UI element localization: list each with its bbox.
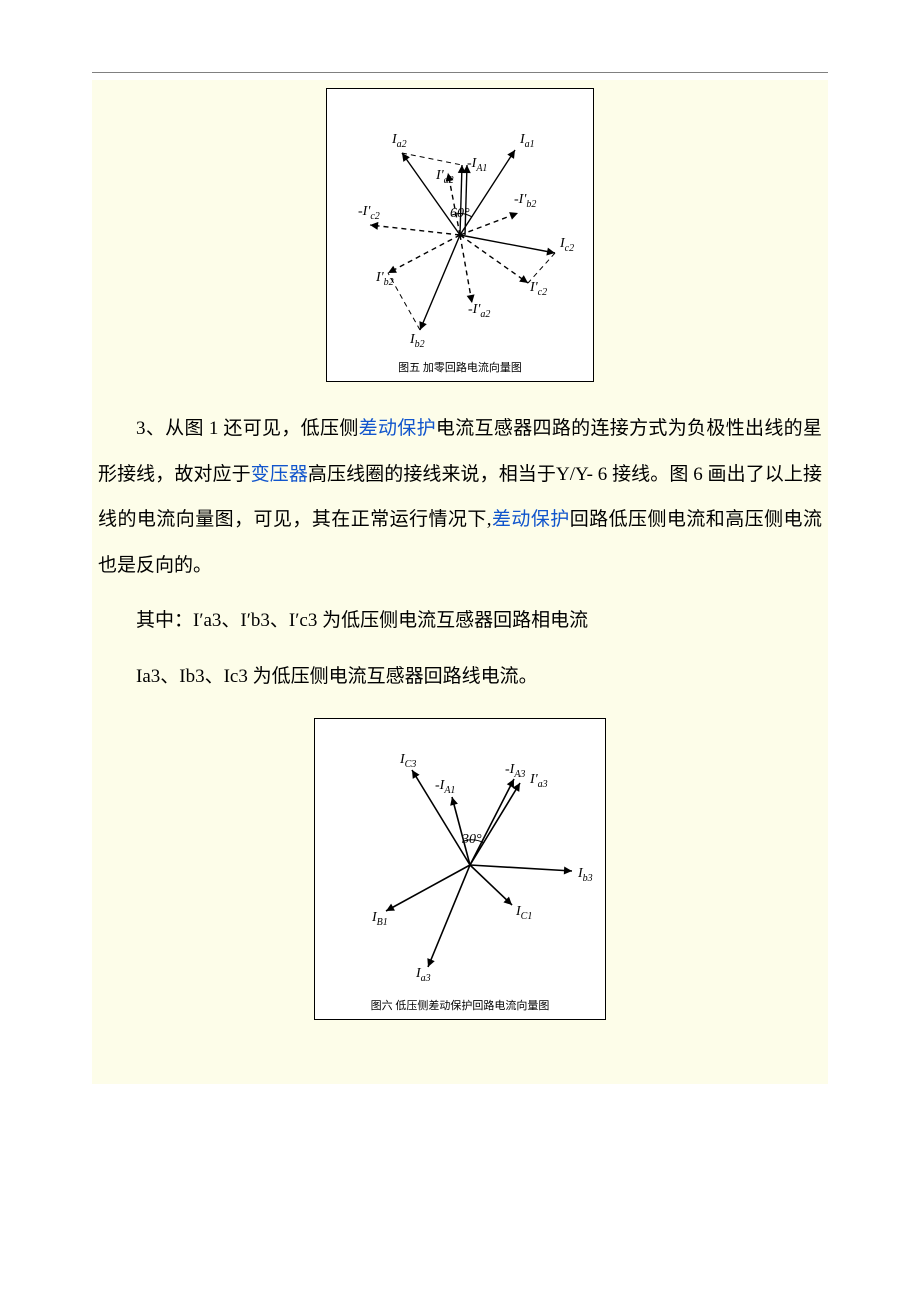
svg-text:Ia1: Ia1 <box>519 132 535 150</box>
figure-6-box: IC3 -IA1 -IA3I'a3 Ib3 IC1 Ia3 IB1 30° 图六 低压侧差动保… <box>314 718 606 1020</box>
figure-5-wrap: Ia1Ia2-IA1Ib2Ic2I'a2-I'b2-I'c2I'b2I'c2-I… <box>92 80 828 406</box>
page-top-rule <box>92 72 828 73</box>
svg-text:IC1: IC1 <box>515 904 532 922</box>
paragraph-line-currents: Ia3、Ib3、Ic3 为低压侧电流互感器回路线电流。 <box>92 654 828 700</box>
paragraph-phase-currents: 其中：I′a3、I′b3、I′c3 为低压侧电流互感器回路相电流 <box>92 598 828 644</box>
svg-text:IB1: IB1 <box>371 910 388 928</box>
link-transformer[interactable]: 变压器 <box>251 464 308 485</box>
svg-text:Ia2: Ia2 <box>391 132 407 150</box>
figure-6-caption: 图六 低压侧差动保护回路电流向量图 <box>371 997 550 1013</box>
document-content: Ia1Ia2-IA1Ib2Ic2I'a2-I'b2-I'c2I'b2I'c2-I… <box>92 80 828 1084</box>
figure-6-wrap: IC3 -IA1 -IA3I'a3 Ib3 IC1 Ia3 IB1 30° 图六 低压侧差动保… <box>92 710 828 1044</box>
svg-text:-IA3: -IA3 <box>505 762 525 780</box>
figure-5-vector-diagram: Ia1Ia2-IA1Ib2Ic2I'a2-I'b2-I'c2I'b2I'c2-I… <box>332 95 588 355</box>
svg-text:IC3: IC3 <box>399 752 416 770</box>
svg-text:Ic2: Ic2 <box>559 236 574 254</box>
svg-text:Ib2: Ib2 <box>409 332 425 350</box>
figure-6-vector-diagram: IC3 -IA1 -IA3I'a3 Ib3 IC1 Ia3 IB1 30° <box>320 725 600 993</box>
figure-5-caption: 图五 加零回路电流向量图 <box>398 359 522 375</box>
svg-text:-I'b2: -I'b2 <box>514 192 536 210</box>
svg-text:I'a2: I'a2 <box>435 168 454 186</box>
svg-text:I'a3: I'a3 <box>529 772 548 790</box>
svg-text:-I'c2: -I'c2 <box>358 204 380 222</box>
paragraph-3: 3、从图 1 还可见，低压侧差动保护电流互感器四路的连接方式为负极性出线的星形接… <box>92 406 828 588</box>
para1-text-a: 3、从图 1 还可见，低压侧 <box>136 418 359 439</box>
svg-text:60°: 60° <box>450 206 470 221</box>
svg-text:-IA1: -IA1 <box>435 778 455 796</box>
link-differential-protection-1[interactable]: 差动保护 <box>359 418 436 439</box>
svg-text:-I'a2: -I'a2 <box>468 302 490 320</box>
link-differential-protection-2[interactable]: 差动保护 <box>492 509 570 530</box>
svg-text:-IA1: -IA1 <box>467 156 487 174</box>
svg-text:Ia3: Ia3 <box>415 966 431 984</box>
figure-5-box: Ia1Ia2-IA1Ib2Ic2I'a2-I'b2-I'c2I'b2I'c2-I… <box>326 88 594 382</box>
svg-text:Ib3: Ib3 <box>577 866 593 884</box>
svg-text:I'c2: I'c2 <box>529 280 547 298</box>
svg-text:30°: 30° <box>461 832 482 847</box>
